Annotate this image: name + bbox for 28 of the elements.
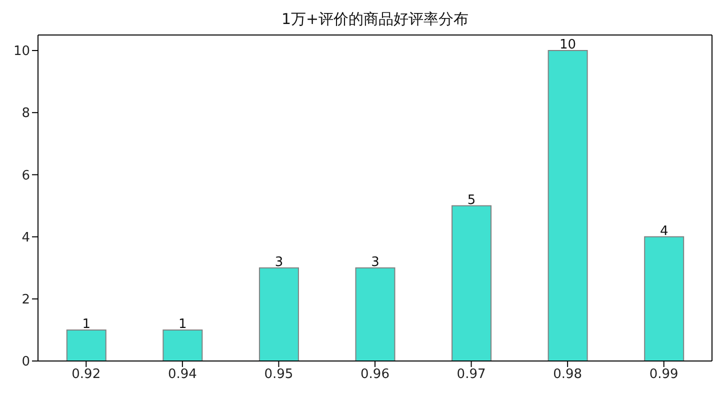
x-tick-label: 0.94 xyxy=(168,367,197,382)
y-tick-label: 8 xyxy=(22,106,30,122)
x-tick-label: 0.96 xyxy=(360,367,390,382)
bar xyxy=(66,329,106,361)
data-label: 10 xyxy=(560,38,576,53)
bar xyxy=(548,50,588,361)
bar xyxy=(644,236,684,361)
data-label: 1 xyxy=(82,316,91,332)
x-tick-label: 0.99 xyxy=(649,367,678,382)
y-tick-label: 0 xyxy=(22,354,30,370)
data-label: 4 xyxy=(660,224,668,239)
data-label: 5 xyxy=(467,192,476,208)
y-tick-label: 6 xyxy=(22,168,30,184)
x-tick-label: 0.92 xyxy=(72,367,101,382)
data-label: 1 xyxy=(178,316,187,332)
x-tick-label: 0.98 xyxy=(553,367,582,382)
x-tick-label: 0.95 xyxy=(264,367,294,382)
data-label: 3 xyxy=(371,254,380,270)
chart-title: 1万+评价的商品好评率分布 xyxy=(280,10,470,29)
bar xyxy=(452,205,492,361)
bar xyxy=(355,267,396,361)
bar xyxy=(162,329,203,361)
data-label: 3 xyxy=(274,254,284,270)
x-tick-label: 0.97 xyxy=(456,367,486,382)
y-tick-label: 4 xyxy=(22,230,30,246)
y-tick-label: 2 xyxy=(22,292,30,308)
y-tick-label: 10 xyxy=(13,44,30,60)
bar xyxy=(258,267,299,361)
